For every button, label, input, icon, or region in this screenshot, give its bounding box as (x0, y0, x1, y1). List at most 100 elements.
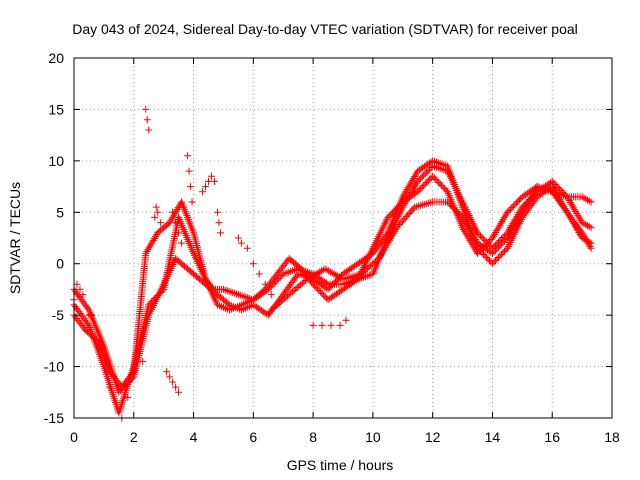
data-point (580, 194, 588, 202)
data-point (327, 282, 335, 290)
data-point (223, 287, 231, 295)
data-point (335, 273, 343, 281)
data-point (496, 242, 504, 250)
data-point (237, 239, 245, 247)
data-point (287, 267, 295, 275)
data-point (482, 240, 490, 248)
data-point (511, 201, 519, 209)
data-point (227, 288, 235, 296)
data-point (307, 273, 315, 281)
data-point (285, 268, 293, 276)
data-point (169, 378, 177, 386)
data-point (213, 208, 221, 216)
data-point (249, 260, 257, 268)
data-point (429, 172, 437, 180)
data-point (421, 180, 429, 188)
data-point (229, 289, 237, 297)
data-point (485, 257, 493, 265)
data-point (532, 195, 540, 203)
data-point (151, 295, 159, 303)
data-point (580, 220, 588, 228)
data-point (330, 279, 338, 287)
data-point (169, 208, 177, 216)
data-point (315, 286, 323, 294)
series-trace-c (70, 172, 595, 391)
data-point (84, 304, 92, 312)
data-point (305, 274, 313, 282)
data-point (155, 290, 163, 298)
data-point (384, 238, 392, 246)
data-point (484, 255, 492, 263)
y-tick-label: 5 (56, 204, 64, 220)
data-point (187, 183, 195, 191)
data-point (172, 219, 180, 227)
data-point (442, 186, 450, 194)
axis-ticks (73, 57, 613, 419)
data-point (329, 281, 337, 289)
data-point (151, 213, 159, 221)
data-point (444, 198, 452, 206)
data-point (152, 203, 160, 211)
data-point (375, 255, 383, 263)
data-point (438, 160, 446, 168)
data-point (415, 186, 423, 194)
data-point (582, 221, 590, 229)
data-point (448, 203, 456, 211)
data-point (387, 210, 395, 218)
data-point (420, 182, 428, 190)
data-point (184, 152, 192, 160)
data-point (417, 174, 425, 182)
data-point (128, 369, 136, 377)
data-point (503, 208, 511, 216)
data-point (485, 237, 493, 245)
x-tick-label: 6 (249, 429, 257, 445)
data-point (328, 269, 336, 277)
data-point (314, 285, 322, 293)
data-point (434, 159, 442, 167)
data-point (73, 280, 81, 288)
data-point (439, 183, 447, 191)
data-point (158, 287, 166, 295)
data-point (238, 292, 246, 300)
data-point (438, 182, 446, 190)
y-tick-label: -5 (52, 307, 65, 323)
data-point (491, 246, 499, 254)
data-point (497, 240, 505, 248)
data-point (323, 266, 331, 274)
data-point (476, 232, 484, 240)
data-point (136, 337, 144, 345)
data-point (178, 239, 186, 247)
plot-frame (73, 57, 613, 419)
data-point (157, 219, 165, 227)
data-point (445, 200, 453, 208)
data-point (380, 245, 388, 253)
data-point (390, 229, 398, 237)
data-point (484, 239, 492, 247)
data-point (342, 316, 350, 324)
data-point (185, 167, 193, 175)
data-point (482, 254, 490, 262)
data-point (336, 321, 344, 329)
data-point (474, 249, 481, 257)
data-point (447, 201, 455, 209)
data-point (499, 239, 507, 247)
data-marks (70, 105, 595, 422)
x-tick-label: 2 (130, 429, 138, 445)
data-point (488, 249, 496, 257)
data-point (453, 207, 461, 215)
data-point (587, 224, 595, 232)
x-tick-label: 10 (365, 429, 381, 445)
data-point (318, 290, 326, 298)
data-point (436, 180, 444, 188)
data-point (391, 206, 399, 214)
data-point (391, 227, 399, 235)
data-point (515, 196, 523, 204)
data-point (317, 288, 325, 296)
x-tick-labels: 0 2 4 6 8 10 12 14 16 18 (70, 429, 620, 445)
data-point (505, 207, 513, 215)
data-point (321, 293, 329, 301)
data-point (215, 219, 223, 227)
data-point (242, 293, 250, 301)
data-point (255, 270, 263, 278)
data-point (491, 257, 499, 265)
